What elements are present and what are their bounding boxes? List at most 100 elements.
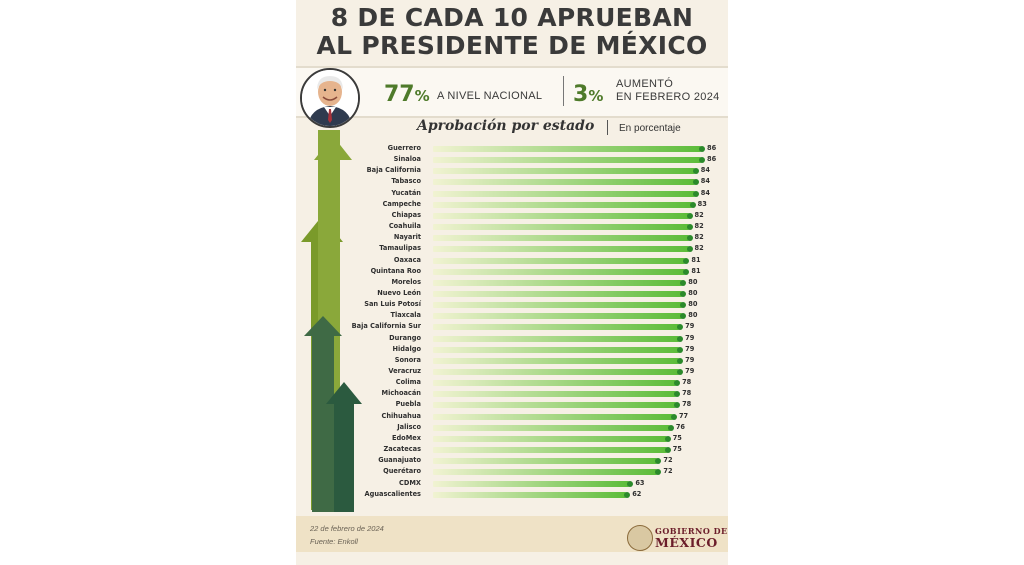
bar-end-dot <box>680 313 687 320</box>
approval-bar <box>433 257 686 264</box>
value-label: 82 <box>694 244 704 253</box>
bar-end-dot <box>683 257 690 264</box>
bar-end-dot <box>683 268 690 275</box>
bar-end-dot <box>680 279 687 286</box>
bar-end-dot <box>677 335 684 342</box>
value-label: 75 <box>672 445 682 454</box>
value-label: 79 <box>685 355 695 364</box>
bar-end-dot <box>674 391 681 398</box>
state-label: Yucatán <box>391 188 421 197</box>
state-label: Guerrero <box>387 144 421 152</box>
value-label: 80 <box>688 288 698 297</box>
approval-bar <box>433 402 677 409</box>
value-label: 79 <box>685 367 695 375</box>
value-label: 86 <box>707 155 717 164</box>
increase-label-line-2: EN FEBRERO 2024 <box>616 91 720 103</box>
bar-end-dot <box>664 435 671 442</box>
state-label: Coahuila <box>388 222 421 231</box>
bar-end-dot <box>686 224 693 231</box>
approval-bar <box>433 246 689 253</box>
state-label: Sinaloa <box>393 155 421 164</box>
approval-bar <box>433 447 667 454</box>
state-label: Baja California Sur <box>351 322 421 331</box>
government-seal-icon <box>627 525 653 551</box>
value-label: 77 <box>678 411 689 420</box>
approval-bar <box>433 313 683 320</box>
value-label: 72 <box>663 456 673 465</box>
bar-end-dot <box>664 447 671 454</box>
approval-bar <box>433 302 683 309</box>
approval-bar <box>433 190 695 197</box>
value-label: 75 <box>672 433 682 442</box>
bar-end-dot <box>677 357 684 364</box>
portrait-illustration <box>302 70 358 126</box>
approval-bar <box>433 179 695 186</box>
national-approval-stat: 77% <box>384 82 430 107</box>
value-label: 84 <box>700 188 710 197</box>
bar-end-dot <box>670 413 677 420</box>
bar-end-dot <box>686 246 693 253</box>
value-label: 81 <box>691 255 701 264</box>
value-label: 78 <box>682 400 692 409</box>
state-label: CDMX <box>399 478 421 487</box>
value-label: 84 <box>700 177 710 186</box>
state-label: Nayarit <box>393 233 421 242</box>
state-label: Puebla <box>395 400 421 409</box>
growth-arrows-decoration <box>301 130 362 512</box>
state-label: Chihuahua <box>381 411 421 420</box>
value-label: 82 <box>694 233 704 242</box>
value-label: 62 <box>632 489 642 498</box>
state-label: Chiapas <box>391 210 421 219</box>
state-label: Tlaxcala <box>390 311 421 320</box>
approval-bar <box>433 380 677 387</box>
value-label: 80 <box>688 311 698 320</box>
state-label: Oaxaca <box>393 255 421 264</box>
state-label: Tamaulipas <box>379 244 421 253</box>
chart-title: Aprobación por estado <box>417 118 595 134</box>
state-label: Michoacán <box>381 389 421 398</box>
approval-bar <box>433 146 701 152</box>
stats-banner <box>296 66 728 118</box>
approval-bar <box>433 424 670 431</box>
bar-end-dot <box>699 146 705 152</box>
state-label: Nuevo León <box>377 288 421 297</box>
government-logo-line-1: GOBIERNO DE <box>655 526 728 536</box>
bar-end-dot <box>655 469 662 476</box>
approval-bar <box>433 201 692 208</box>
headline-line-1: 8 DE CADA 10 APRUEBAN <box>330 3 694 32</box>
approval-bar <box>433 469 658 476</box>
state-label: Campeche <box>382 199 421 208</box>
increase-percent: % <box>588 87 604 105</box>
president-portrait <box>300 68 360 128</box>
bar-end-dot <box>677 324 684 331</box>
approval-bar <box>433 357 680 364</box>
increase-value: 3 <box>573 82 589 107</box>
publication-date: 22 de febrero de 2024 <box>310 524 384 533</box>
value-label: 81 <box>691 266 701 275</box>
approval-bar <box>433 480 630 487</box>
value-label: 63 <box>635 478 645 487</box>
value-label: 79 <box>685 333 695 342</box>
national-approval-label: A NIVEL NACIONAL <box>437 90 543 102</box>
approval-bar <box>433 168 695 175</box>
value-label: 86 <box>707 144 717 152</box>
approval-bar <box>433 235 689 242</box>
government-logo-line-2: MÉXICO <box>655 535 718 550</box>
data-source: Fuente: Enkoll <box>310 537 358 546</box>
approval-bar <box>433 279 683 286</box>
value-label: 78 <box>682 389 692 398</box>
bar-end-dot <box>677 346 684 353</box>
increase-label-line-1: AUMENTÓ <box>616 78 674 90</box>
state-label: Morelos <box>391 277 421 286</box>
value-label: 79 <box>685 322 695 331</box>
bar-end-dot <box>674 402 681 409</box>
approval-bar <box>433 491 627 498</box>
value-label: 80 <box>688 300 698 309</box>
bar-end-dot <box>627 480 634 487</box>
bar-end-dot <box>689 201 696 208</box>
approval-bar <box>433 335 680 342</box>
value-label: 76 <box>675 422 686 431</box>
state-label: Aguascalientes <box>364 489 422 498</box>
approval-bar <box>433 212 689 219</box>
value-label: 82 <box>694 222 704 231</box>
